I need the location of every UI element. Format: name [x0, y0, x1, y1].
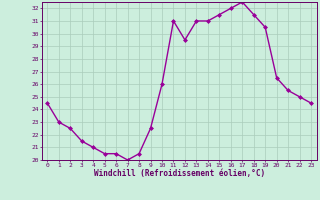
X-axis label: Windchill (Refroidissement éolien,°C): Windchill (Refroidissement éolien,°C) — [94, 169, 265, 178]
